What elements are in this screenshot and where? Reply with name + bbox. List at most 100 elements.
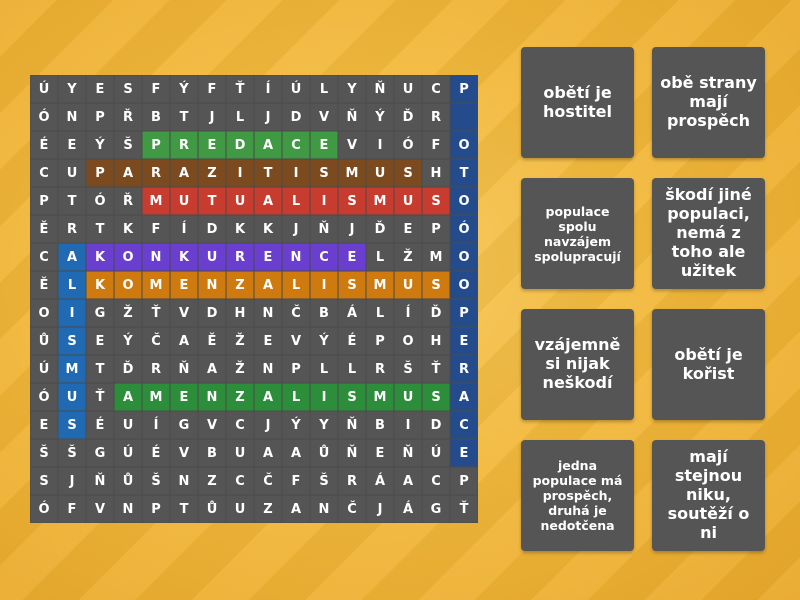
grid-cell[interactable]: C [422, 75, 450, 103]
grid-cell[interactable]: O [114, 243, 142, 271]
grid-cell[interactable]: O [394, 327, 422, 355]
grid-cell[interactable]: Ť [86, 383, 114, 411]
grid-cell[interactable]: J [338, 215, 366, 243]
clue-card[interactable]: obě strany mají prospěch [652, 47, 765, 158]
grid-cell[interactable]: G [86, 299, 114, 327]
grid-cell[interactable]: T [170, 495, 198, 523]
grid-cell[interactable]: I [226, 159, 254, 187]
grid-cell[interactable]: E [58, 131, 86, 159]
grid-cell[interactable]: M [142, 383, 170, 411]
grid-cell[interactable]: Ů [198, 495, 226, 523]
grid-cell[interactable]: Š [114, 131, 142, 159]
grid-cell[interactable]: U [226, 439, 254, 467]
grid-cell[interactable]: Ó [86, 187, 114, 215]
grid-cell[interactable]: R [226, 243, 254, 271]
grid-cell[interactable]: Z [226, 271, 254, 299]
grid-cell[interactable]: S [310, 159, 338, 187]
grid-cell[interactable]: A [114, 383, 142, 411]
grid-cell[interactable]: Ň [310, 215, 338, 243]
grid-cell[interactable]: A [254, 131, 282, 159]
grid-cell[interactable]: Y [310, 411, 338, 439]
grid-cell[interactable]: J [366, 495, 394, 523]
grid-cell[interactable]: N [58, 103, 86, 131]
grid-cell[interactable]: K [254, 215, 282, 243]
grid-cell[interactable]: E [254, 243, 282, 271]
grid-cell[interactable]: Ý [170, 75, 198, 103]
grid-cell[interactable]: J [58, 467, 86, 495]
grid-cell[interactable]: S [338, 383, 366, 411]
grid-cell[interactable]: A [170, 159, 198, 187]
grid-cell[interactable] [450, 103, 478, 131]
grid-cell[interactable]: T [198, 187, 226, 215]
grid-cell[interactable]: I [58, 299, 86, 327]
grid-cell[interactable]: A [170, 327, 198, 355]
grid-cell[interactable]: Ú [114, 439, 142, 467]
clue-card[interactable]: mají stejnou niku, soutěží o ni [652, 440, 765, 551]
grid-cell[interactable]: L [282, 271, 310, 299]
grid-cell[interactable]: Ů [310, 439, 338, 467]
grid-cell[interactable]: N [170, 467, 198, 495]
grid-cell[interactable]: E [450, 327, 478, 355]
grid-cell[interactable]: Ó [30, 103, 58, 131]
grid-cell[interactable]: N [254, 299, 282, 327]
grid-cell[interactable]: U [366, 159, 394, 187]
grid-cell[interactable]: Ť [226, 75, 254, 103]
grid-cell[interactable]: M [366, 271, 394, 299]
grid-cell[interactable]: Ů [114, 467, 142, 495]
grid-cell[interactable]: Ó [30, 495, 58, 523]
grid-cell[interactable]: I [310, 271, 338, 299]
grid-cell[interactable]: T [58, 187, 86, 215]
grid-cell[interactable]: R [366, 355, 394, 383]
grid-cell[interactable]: Ť [142, 299, 170, 327]
grid-cell[interactable]: Í [170, 215, 198, 243]
grid-cell[interactable]: Ě [198, 327, 226, 355]
grid-cell[interactable]: F [198, 75, 226, 103]
grid-cell[interactable]: O [450, 243, 478, 271]
grid-cell[interactable]: L [58, 271, 86, 299]
grid-cell[interactable]: A [198, 355, 226, 383]
grid-cell[interactable]: K [86, 271, 114, 299]
grid-cell[interactable]: E [30, 411, 58, 439]
grid-cell[interactable]: Ě [30, 271, 58, 299]
grid-cell[interactable]: Ň [338, 103, 366, 131]
grid-cell[interactable]: Ú [422, 439, 450, 467]
grid-cell[interactable]: T [450, 159, 478, 187]
grid-cell[interactable]: Ň [338, 439, 366, 467]
grid-cell[interactable]: Z [226, 383, 254, 411]
grid-cell[interactable]: Ó [394, 131, 422, 159]
grid-cell[interactable]: R [142, 159, 170, 187]
grid-cell[interactable]: V [338, 131, 366, 159]
grid-cell[interactable]: A [254, 271, 282, 299]
grid-cell[interactable]: Ú [30, 75, 58, 103]
grid-cell[interactable]: E [86, 75, 114, 103]
grid-cell[interactable]: M [366, 187, 394, 215]
grid-cell[interactable]: Ň [394, 439, 422, 467]
grid-cell[interactable]: T [86, 355, 114, 383]
grid-cell[interactable]: H [422, 159, 450, 187]
grid-cell[interactable]: N [198, 383, 226, 411]
grid-cell[interactable]: Á [394, 495, 422, 523]
grid-cell[interactable]: L [226, 103, 254, 131]
grid-cell[interactable]: Á [366, 467, 394, 495]
grid-cell[interactable]: U [226, 495, 254, 523]
grid-cell[interactable]: O [450, 187, 478, 215]
grid-cell[interactable]: A [58, 243, 86, 271]
grid-cell[interactable]: C [310, 243, 338, 271]
grid-cell[interactable]: Š [310, 467, 338, 495]
grid-cell[interactable]: P [450, 299, 478, 327]
grid-cell[interactable]: J [198, 103, 226, 131]
grid-cell[interactable]: E [86, 327, 114, 355]
grid-cell[interactable]: P [142, 495, 170, 523]
grid-cell[interactable]: Z [198, 159, 226, 187]
grid-cell[interactable]: T [86, 215, 114, 243]
grid-cell[interactable]: S [422, 271, 450, 299]
grid-cell[interactable]: N [282, 243, 310, 271]
grid-cell[interactable]: M [366, 383, 394, 411]
grid-cell[interactable]: I [310, 383, 338, 411]
grid-cell[interactable]: Ý [310, 327, 338, 355]
grid-cell[interactable]: É [30, 131, 58, 159]
grid-cell[interactable]: K [114, 215, 142, 243]
grid-cell[interactable]: R [58, 215, 86, 243]
grid-cell[interactable]: U [394, 383, 422, 411]
grid-cell[interactable]: T [170, 103, 198, 131]
